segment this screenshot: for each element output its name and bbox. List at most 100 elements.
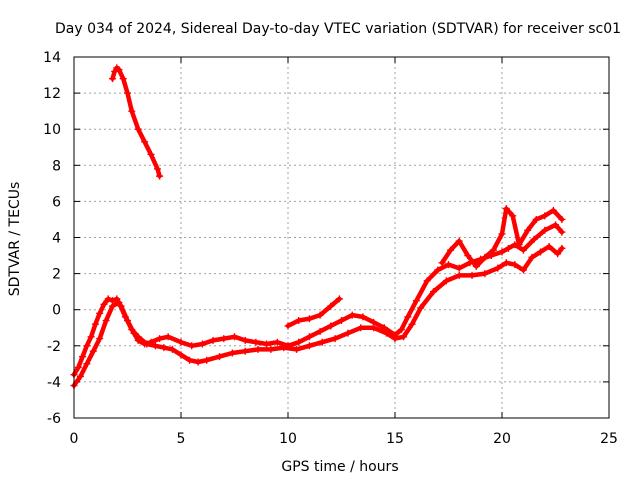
data-point-segment-main-b-18 <box>203 356 211 364</box>
y-tick-label-9: 12 <box>43 86 61 102</box>
data-point-segment-main-b-5 <box>102 317 110 325</box>
y-tick-label-7: 8 <box>52 158 61 174</box>
data-point-segment-main-b-33 <box>391 335 399 343</box>
data-point-segment-main-b-45 <box>519 266 527 274</box>
data-point-segment-main-b-20 <box>228 349 236 357</box>
data-point-segment-main-b-27 <box>318 338 326 346</box>
data-point-segment-main-a-20 <box>188 342 196 350</box>
data-point-segment-main-a-3 <box>83 342 91 350</box>
y-tick-label-10: 14 <box>43 50 61 66</box>
data-point-segment-late-peaks-11 <box>524 226 532 234</box>
data-point-segment-main-b-37 <box>430 288 438 296</box>
data-point-segment-upper-branch-2 <box>305 315 313 323</box>
data-point-segment-main-b-15 <box>177 351 185 359</box>
data-point-segment-main-b-17 <box>194 358 202 366</box>
data-point-segment-main-b-19 <box>216 353 224 361</box>
data-point-segment-early-11 <box>156 172 164 180</box>
data-point-segment-main-b-13 <box>160 344 168 352</box>
data-point-segment-main-a-33 <box>327 322 335 330</box>
series-segment-main-a <box>70 221 566 379</box>
data-point-segment-upper-branch-3 <box>316 311 324 319</box>
data-point-segment-main-a-32 <box>316 327 324 335</box>
data-point-segment-main-a-40 <box>397 326 405 334</box>
data-point-segment-main-b-50 <box>558 244 566 252</box>
chart-title: Day 034 of 2024, Sidereal Day-to-day VTE… <box>55 21 621 37</box>
series-trace-segment-late-peaks <box>439 206 565 269</box>
data-point-segment-main-b-36 <box>417 304 425 312</box>
data-point-segment-main-a-50 <box>498 248 506 256</box>
data-point-segment-main-b-23 <box>267 345 275 353</box>
y-tick-label-6: 6 <box>52 194 61 210</box>
data-point-segment-main-b-29 <box>344 329 352 337</box>
y-tick-label-1: -4 <box>47 375 61 391</box>
data-point-segment-main-b-21 <box>241 347 249 355</box>
data-point-segment-main-a-25 <box>241 336 249 344</box>
data-point-segment-late-peaks-8 <box>502 205 510 213</box>
data-point-segment-main-a-21 <box>198 340 206 348</box>
y-tick-label-5: 4 <box>52 231 61 247</box>
data-point-segment-main-a-24 <box>231 333 238 341</box>
series-segment-late-peaks <box>438 205 566 270</box>
data-point-segment-main-b-14 <box>168 345 176 353</box>
series-segment-upper-branch <box>284 295 343 330</box>
data-point-segment-main-b-24 <box>280 344 288 352</box>
data-point-segment-main-a-5 <box>91 320 99 328</box>
data-point-segment-main-a-17 <box>156 335 164 343</box>
data-point-segment-main-a-51 <box>504 244 512 252</box>
x-tick-label-0: 0 <box>70 431 79 447</box>
data-point-segment-early-7 <box>134 125 142 133</box>
data-point-segment-main-a-41 <box>404 313 412 321</box>
data-point-segment-late-peaks-3 <box>464 252 472 260</box>
data-point-segment-main-b-1 <box>76 372 84 380</box>
data-point-segment-main-a-42 <box>412 297 420 305</box>
data-point-segment-main-b-44 <box>511 261 519 269</box>
data-point-segment-main-b-6 <box>109 302 117 310</box>
grid-lines <box>74 57 609 418</box>
series-segment-main-b <box>70 243 566 390</box>
data-point-segment-main-a-43 <box>423 277 431 285</box>
data-point-segment-main-a-30 <box>295 338 303 346</box>
data-point-segment-early-9 <box>147 150 155 158</box>
data-point-segment-main-b-4 <box>96 335 104 343</box>
y-tick-label-3: 0 <box>52 303 61 319</box>
data-point-segment-main-a-53 <box>519 246 527 254</box>
data-point-segment-main-a-22 <box>209 336 217 344</box>
data-point-segment-upper-branch-4 <box>327 302 335 310</box>
data-point-segment-late-peaks-9 <box>509 212 517 220</box>
data-point-segment-main-a-55 <box>541 226 549 234</box>
data-point-segment-main-b-34 <box>400 333 408 341</box>
data-point-segment-main-b-40 <box>468 271 476 279</box>
data-point-segment-main-a-44 <box>434 266 442 274</box>
data-point-segment-main-b-16 <box>186 356 194 364</box>
data-point-segment-late-peaks-10 <box>515 241 523 249</box>
data-point-segment-main-a-56 <box>552 221 559 229</box>
x-tick-label-3: 15 <box>386 431 404 447</box>
data-point-segment-late-peaks-14 <box>549 206 557 214</box>
data-point-segment-main-a-57 <box>558 228 566 236</box>
data-point-segment-main-b-26 <box>305 342 313 350</box>
data-point-segment-main-a-1 <box>74 363 82 371</box>
series-segment-early <box>109 64 164 180</box>
data-point-segment-late-peaks-12 <box>532 215 540 223</box>
data-series <box>70 64 566 390</box>
data-point-segment-upper-branch-1 <box>295 317 303 325</box>
x-axis-label: GPS time / hours <box>281 459 398 475</box>
data-point-segment-main-a-23 <box>220 335 228 343</box>
data-point-segment-main-b-32 <box>382 329 390 337</box>
data-point-segment-main-b-47 <box>537 248 545 256</box>
data-point-segment-early-4 <box>119 75 127 83</box>
data-point-segment-main-b-28 <box>331 335 339 343</box>
plot-frame <box>73 56 610 419</box>
data-point-segment-main-a-4 <box>87 333 95 341</box>
data-point-segment-late-peaks-2 <box>455 237 463 245</box>
data-point-segment-main-b-49 <box>554 250 562 258</box>
data-point-segment-early-3 <box>115 66 123 74</box>
data-point-segment-main-a-35 <box>348 311 356 319</box>
data-point-segment-main-b-39 <box>455 271 463 279</box>
data-point-segment-early-8 <box>141 138 149 146</box>
x-tick-label-5: 25 <box>600 431 618 447</box>
data-point-segment-main-a-26 <box>252 338 260 346</box>
data-point-segment-main-a-27 <box>263 340 271 348</box>
series-trace-segment-early <box>110 65 162 179</box>
y-tick-label-8: 10 <box>43 122 61 138</box>
